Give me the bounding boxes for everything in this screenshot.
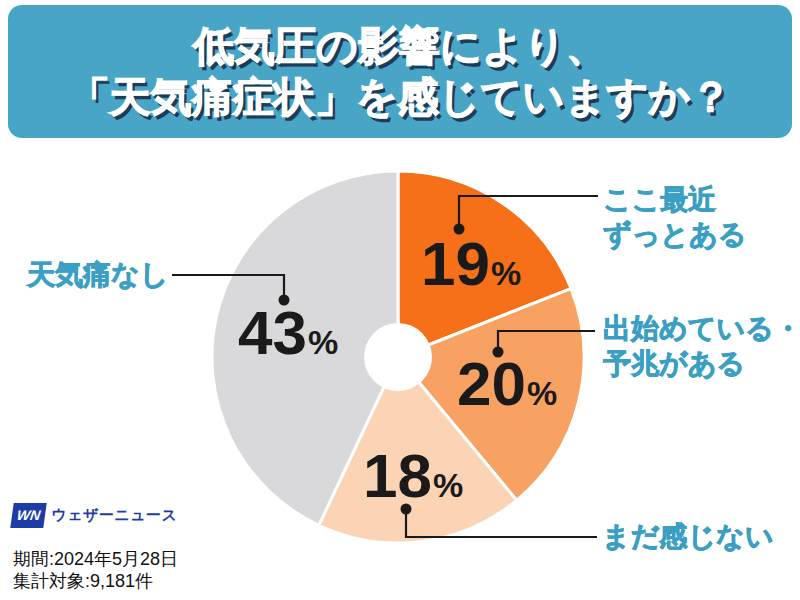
slice-label-recent: ここ最近 ずっとある: [603, 182, 746, 252]
weathernews-logo: WN ウェザーニュース: [12, 503, 177, 528]
donut-hole: [364, 323, 432, 391]
slice-value-recent: 19%: [421, 233, 521, 295]
percent-sign: %: [308, 325, 338, 359]
percent-sign: %: [491, 256, 521, 290]
slice-percent-number: 20: [457, 353, 526, 415]
slice-percent-number: 18: [363, 445, 432, 507]
percent-sign: %: [433, 468, 463, 502]
slice-value-notyet: 18%: [363, 445, 463, 507]
slice-percent-number: 19: [421, 233, 490, 295]
logo-text: ウェザーニュース: [51, 506, 177, 525]
percent-sign: %: [527, 376, 557, 410]
slice-label-starting: 出始めている・ 予兆がある: [603, 311, 800, 381]
slice-label-none: 天気痛なし: [27, 257, 168, 292]
slice-value-none: 43%: [238, 302, 338, 364]
wn-logo-icon: WN: [10, 503, 47, 528]
survey-sample: 集計対象:9,181件: [13, 569, 153, 593]
survey-period: 期間:2024年5月28日: [13, 547, 178, 571]
slice-label-notyet: まだ感じない: [602, 519, 773, 554]
slice-value-starting: 20%: [457, 353, 557, 415]
page: 低気圧の影響により、 「天気痛症状」を感じていますか？ 19% 20% 18% …: [0, 0, 800, 600]
slice-percent-number: 43: [238, 302, 307, 364]
